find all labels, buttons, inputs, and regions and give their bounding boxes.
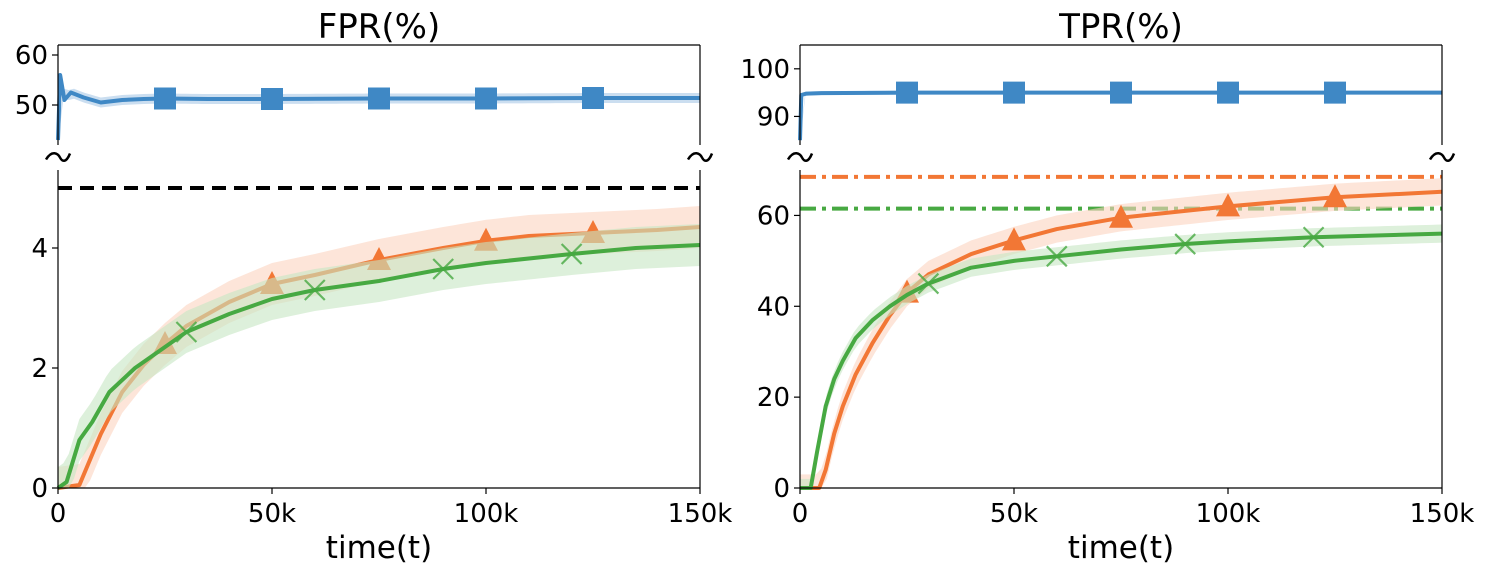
- axis-break-left: [786, 152, 814, 162]
- axis-frame: [799, 170, 1443, 489]
- x-marker: [432, 258, 454, 280]
- square-marker: [475, 87, 497, 110]
- green-confidence-band: [58, 224, 700, 488]
- triangle-marker: [1216, 193, 1240, 217]
- top-panel: 50 60: [15, 41, 701, 145]
- square-marker: [368, 87, 390, 110]
- x-tick-label: 0: [792, 499, 809, 529]
- tpr-title: TPR(%): [1058, 7, 1183, 47]
- fpr-x-axis-label: time(t): [326, 530, 432, 566]
- x-tick-label: 50k: [990, 499, 1038, 529]
- fpr-chart: FPR(%) time(t) 50 60 0 2 4 0 50k 100k 150k: [15, 7, 732, 566]
- top-panel: 90 100: [740, 44, 1443, 145]
- tpr-chart: TPR(%) time(t) 90 100 0 20 40 60 0 50k 100k 150k: [740, 7, 1474, 566]
- blue-series-line: [798, 90, 1442, 141]
- axis-frame: [57, 170, 701, 489]
- orange-confidence-band: [800, 178, 1442, 489]
- x-tick-label: 100k: [1196, 499, 1261, 529]
- axis-frame: [57, 44, 701, 145]
- bottom-panel: 0 2 4 0 50k 100k 150k: [31, 170, 732, 529]
- x-tick-label: 0: [50, 499, 67, 529]
- green-series-line: [56, 243, 701, 490]
- triangle-marker: [1002, 227, 1026, 251]
- axis-break-right: [1428, 152, 1456, 162]
- square-marker: [261, 88, 283, 110]
- y-tick-label: 60: [15, 41, 48, 71]
- x-marker: [917, 272, 940, 295]
- axis-break-right: [686, 152, 714, 162]
- blue-confidence-band: [58, 88, 700, 145]
- square-marker: [154, 87, 176, 110]
- x-tick-label: 150k: [668, 499, 733, 529]
- x-marker: [1302, 226, 1325, 249]
- square-marker: [1110, 81, 1132, 104]
- green-confidence-band: [800, 224, 1442, 488]
- y-tick-label: 20: [757, 383, 790, 413]
- bottom-panel: 0 20 40 60 0 50k 100k 150k: [757, 170, 1474, 529]
- y-tick-label: 4: [31, 234, 48, 264]
- y-tick-label: 100: [740, 55, 790, 85]
- square-marker: [1003, 81, 1025, 104]
- blue-series-line: [56, 73, 700, 141]
- x-tick-label: 100k: [454, 499, 519, 529]
- square-marker: [896, 81, 918, 104]
- square-marker: [1217, 81, 1239, 104]
- y-tick-label: 40: [757, 292, 790, 322]
- x-marker: [304, 279, 326, 301]
- x-marker: [1174, 233, 1196, 255]
- y-tick-label: 60: [757, 201, 790, 231]
- y-tick-label: 90: [757, 102, 790, 132]
- y-tick-label: 50: [15, 91, 48, 121]
- y-tick-label: 2: [31, 354, 48, 384]
- triangle-marker: [1109, 204, 1133, 228]
- axis-frame: [799, 44, 1443, 145]
- y-tick-label: 0: [31, 474, 48, 504]
- x-marker: [175, 321, 198, 343]
- square-marker: [582, 87, 604, 109]
- x-tick-label: 50k: [248, 499, 296, 529]
- axis-break-left: [44, 152, 72, 162]
- fpr-title: FPR(%): [318, 7, 441, 47]
- x-tick-label: 150k: [1410, 499, 1475, 529]
- square-marker: [1324, 81, 1346, 104]
- x-marker: [560, 243, 583, 265]
- triangle-marker: [1323, 184, 1347, 208]
- x-marker: [1046, 245, 1068, 268]
- tpr-x-axis-label: time(t): [1068, 530, 1174, 566]
- green-series-line: [800, 231, 1443, 490]
- y-tick-label: 0: [773, 474, 790, 504]
